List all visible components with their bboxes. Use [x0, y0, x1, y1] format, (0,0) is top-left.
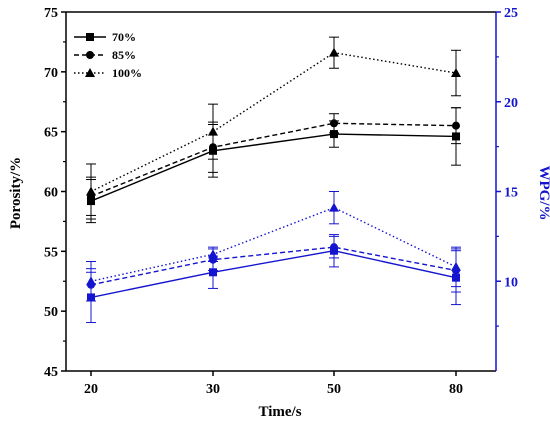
y-right-tick-label: 15 [504, 186, 518, 201]
legend-label: 85% [112, 48, 136, 62]
data-point [86, 186, 96, 196]
y-left-tick-label: 75 [44, 6, 58, 21]
series-line [90, 206, 457, 282]
data-point [86, 276, 96, 286]
series-right-dotted [86, 191, 461, 302]
y-axis-right-label: WPG/% [536, 166, 550, 221]
y-left-tick-label: 45 [44, 365, 58, 380]
series-line [90, 250, 457, 299]
data-point [330, 119, 338, 128]
y-right-tick-label: 25 [504, 6, 518, 21]
series-layer [86, 36, 461, 324]
data-point [209, 268, 217, 277]
series-right-solid [86, 234, 461, 324]
y-axis-left-label: Porosity/% [8, 157, 24, 229]
y-left-tick-label: 60 [44, 186, 58, 201]
data-point [329, 202, 339, 212]
series-line [90, 133, 457, 202]
data-point [330, 243, 338, 252]
y-left-tick-label: 55 [44, 245, 58, 260]
x-tick-label: 30 [206, 382, 220, 397]
y-right-tick-label: 10 [504, 275, 518, 290]
data-point [451, 261, 461, 271]
data-point [330, 130, 338, 139]
y-left-tick-label: 65 [44, 126, 58, 141]
series-left-dashed [86, 107, 461, 216]
legend-label: 70% [112, 30, 136, 44]
y-left-tick-label: 70 [44, 66, 58, 81]
data-point [208, 126, 218, 136]
data-point [329, 47, 339, 57]
series-right-dashed [86, 235, 461, 302]
x-tick-label: 20 [84, 382, 98, 397]
series-left-solid [86, 107, 461, 224]
tick-layer: 45 50 55 60 65 70 75 10 15 20 25 20 30 50 80 [44, 6, 518, 397]
legend-marker [86, 51, 94, 59]
x-tick-label: 80 [449, 382, 463, 397]
legend-marker [85, 68, 95, 77]
series-left-dotted [86, 36, 461, 220]
legend: 70% 85% 100% [74, 30, 142, 80]
series-line [90, 51, 457, 193]
data-point [208, 249, 218, 259]
data-point [451, 68, 461, 78]
data-point [452, 121, 460, 130]
y-right-tick-label: 20 [504, 96, 518, 111]
legend-label: 100% [112, 66, 142, 80]
series-line [90, 246, 457, 286]
x-tick-label: 50 [327, 382, 341, 397]
x-axis-label: Time/s [258, 404, 301, 420]
y-left-tick-label: 50 [44, 305, 58, 320]
legend-marker [86, 33, 94, 41]
series-line [90, 122, 457, 197]
